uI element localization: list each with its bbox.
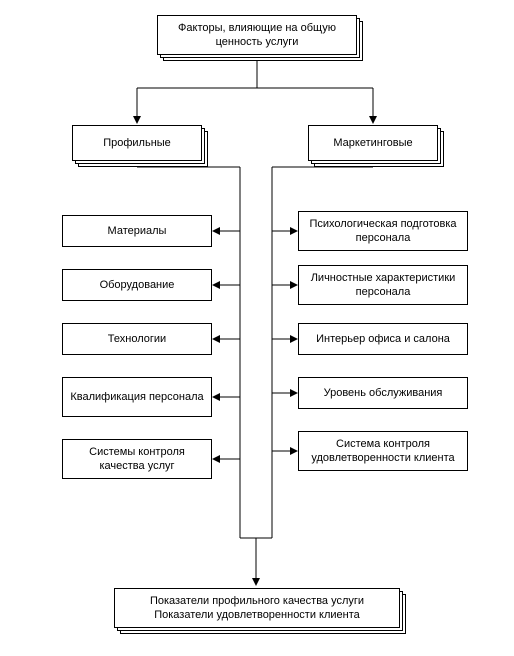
left-item: Материалы bbox=[62, 215, 212, 247]
result-node: Показатели профильного качества услуги П… bbox=[114, 588, 400, 628]
right-item-label: Уровень обслуживания bbox=[324, 386, 443, 400]
right-header-label: Маркетинговые bbox=[308, 125, 438, 161]
left-item: Системы контроля качества услуг bbox=[62, 439, 212, 479]
left-item-label: Квалификация персонала bbox=[70, 390, 203, 404]
right-item-label: Интерьер офиса и салона bbox=[316, 332, 450, 346]
right-header-node: Маркетинговые bbox=[308, 125, 438, 161]
right-item-label: Психологическая подготовка персонала bbox=[303, 217, 463, 246]
left-header-label: Профильные bbox=[72, 125, 202, 161]
left-item: Оборудование bbox=[62, 269, 212, 301]
right-item: Психологическая подготовка персонала bbox=[298, 211, 468, 251]
left-header-node: Профильные bbox=[72, 125, 202, 161]
right-item: Уровень обслуживания bbox=[298, 377, 468, 409]
right-item: Личностные характеристики персонала bbox=[298, 265, 468, 305]
left-item-label: Системы контроля качества услуг bbox=[67, 445, 207, 474]
left-item: Технологии bbox=[62, 323, 212, 355]
left-item-label: Материалы bbox=[108, 224, 167, 238]
right-item-label: Личностные характеристики персонала bbox=[303, 271, 463, 300]
right-item: Система контроля удовлетворенности клиен… bbox=[298, 431, 468, 471]
root-node: Факторы, влияющие на общую ценность услу… bbox=[157, 15, 357, 55]
result-line2: Показатели удовлетворенности клиента bbox=[154, 608, 360, 622]
left-item-label: Оборудование bbox=[100, 278, 175, 292]
result-line1: Показатели профильного качества услуги bbox=[150, 594, 364, 608]
right-item: Интерьер офиса и салона bbox=[298, 323, 468, 355]
left-item-label: Технологии bbox=[108, 332, 166, 346]
left-item: Квалификация персонала bbox=[62, 377, 212, 417]
root-label: Факторы, влияющие на общую ценность услу… bbox=[157, 15, 357, 55]
result-label: Показатели профильного качества услуги П… bbox=[114, 588, 400, 628]
right-item-label: Система контроля удовлетворенности клиен… bbox=[303, 437, 463, 466]
